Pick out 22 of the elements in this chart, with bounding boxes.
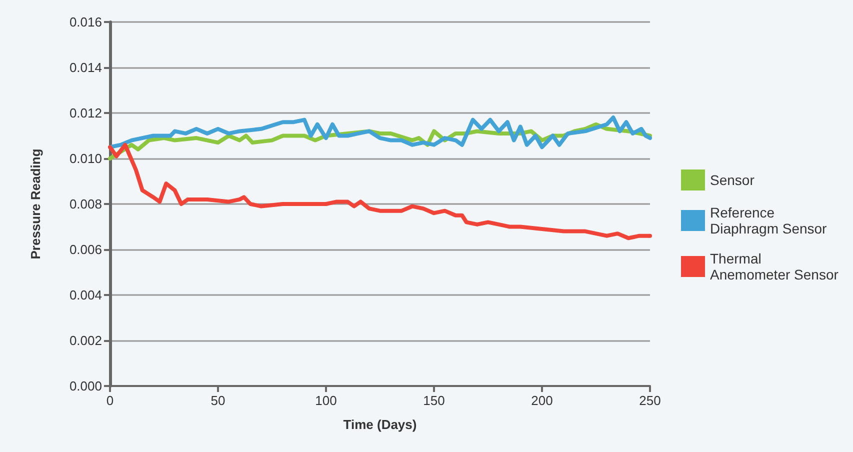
x-tick-label: 0 xyxy=(106,393,114,408)
y-tick-label: 0.012 xyxy=(69,106,102,120)
y-tick-label: 0.006 xyxy=(69,242,102,257)
line-series xyxy=(108,116,652,150)
y-axis-title: Pressure Reading xyxy=(28,148,43,260)
line-series xyxy=(108,142,652,240)
x-tick-label: 100 xyxy=(315,393,337,408)
y-tick-label: 0.010 xyxy=(69,151,102,166)
y-tick-label: 0.004 xyxy=(69,288,102,302)
x-tick-label: 150 xyxy=(423,393,445,408)
legend-label: Reference Diaphragm Sensor xyxy=(710,204,828,236)
y-tick-label: 0.000 xyxy=(69,378,102,394)
x-tick-label: 50 xyxy=(210,393,226,408)
legend-label: Sensor xyxy=(710,172,755,188)
x-tick-label: 200 xyxy=(531,393,553,408)
y-tick-label: 0.002 xyxy=(69,333,102,348)
y-tick-label: 0.008 xyxy=(69,196,102,212)
legend-label: Thermal Anemometer Sensor xyxy=(710,250,839,282)
y-tick-label: 0.014 xyxy=(69,60,102,75)
x-axis-title: Time (Days) xyxy=(343,417,417,432)
y-tick-label: 0.016 xyxy=(69,14,102,30)
x-tick-label: 250 xyxy=(639,393,661,408)
